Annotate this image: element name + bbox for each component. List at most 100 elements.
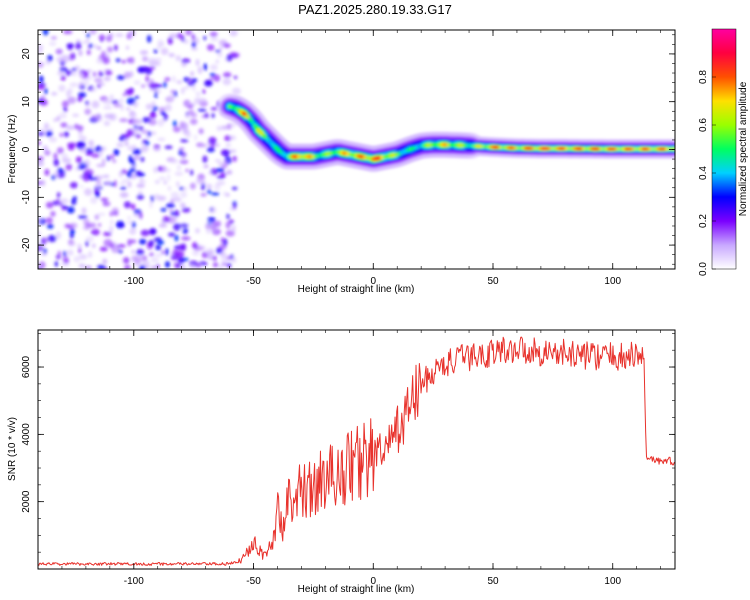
noise-blob: [75, 125, 84, 131]
noise-blob: [38, 141, 42, 145]
noise-blob: [96, 180, 102, 184]
noise-blob: [164, 103, 172, 112]
noise-blob: [141, 129, 149, 134]
noise-blob: [136, 183, 145, 188]
noise-blob: [116, 75, 126, 80]
noise-blob: [81, 207, 87, 215]
noise-blob: [119, 136, 124, 142]
noise-blob: [56, 115, 61, 122]
noise-blob: [133, 103, 138, 108]
noise-blob: [111, 207, 119, 213]
noise-blob: [38, 216, 42, 224]
noise-blob: [181, 58, 191, 64]
noise-blob: [185, 168, 189, 173]
noise-blob: [155, 244, 162, 251]
noise-blob: [202, 155, 208, 163]
noise-blob: [69, 222, 78, 229]
top-y-axis-label: Frequency (Hz): [7, 115, 18, 184]
noise-blob: [45, 130, 53, 138]
noise-blob: [223, 71, 232, 78]
noise-blob: [77, 92, 87, 98]
noise-blob: [149, 111, 157, 120]
noise-blob: [157, 240, 165, 245]
noise-blob: [165, 248, 169, 256]
noise-blob: [69, 53, 73, 61]
noise-blob: [106, 46, 114, 53]
noise-blob: [139, 179, 147, 184]
noise-blob: [167, 185, 172, 192]
noise-blob: [84, 108, 92, 115]
noise-blob: [232, 87, 241, 95]
noise-blob: [82, 174, 90, 182]
noise-blob: [106, 155, 110, 162]
noise-blob: [153, 57, 163, 61]
noise-blob: [50, 211, 56, 217]
noise-blob: [139, 238, 147, 245]
noise-blob: [206, 183, 212, 190]
noise-blob: [47, 235, 57, 243]
noise-blob: [213, 74, 221, 82]
noise-blob: [125, 45, 129, 50]
noise-blob: [167, 94, 175, 102]
noise-blob: [150, 257, 159, 263]
noise-blob: [231, 256, 237, 264]
y-tick-label: -20: [21, 237, 32, 252]
noise-blob: [181, 154, 185, 163]
noise-blob: [226, 193, 230, 197]
noise-blob: [185, 101, 193, 106]
noise-blob: [38, 44, 44, 52]
noise-blob: [232, 202, 237, 211]
noise-blob: [205, 221, 213, 226]
noise-blob: [168, 53, 175, 58]
noise-blob: [190, 112, 198, 118]
noise-blob: [142, 56, 149, 62]
noise-blob: [53, 118, 57, 122]
bottom-x-axis: -100 -50 0 50 100: [37, 330, 661, 587]
figure-title: PAZ1.2025.280.19.33.G17: [298, 2, 452, 17]
noise-blob: [79, 147, 88, 153]
noise-blob: [211, 113, 215, 119]
noise-blob: [115, 220, 125, 229]
noise-blob: [44, 88, 48, 95]
noise-blob: [131, 127, 140, 133]
noise-blob: [185, 30, 193, 36]
noise-blob: [160, 110, 166, 116]
noise-blob: [77, 129, 83, 137]
noise-blob: [214, 158, 221, 163]
noise-blob: [69, 181, 78, 189]
noise-blob: [86, 50, 91, 55]
noise-blob: [53, 158, 60, 167]
noise-blob: [232, 155, 237, 162]
noise-blob: [160, 47, 169, 56]
noise-blob: [210, 107, 218, 111]
noise-blob: [179, 223, 189, 227]
x-tick-label: 0: [370, 576, 376, 587]
noise-blob: [167, 36, 173, 45]
noise-blob: [55, 231, 62, 240]
x-tick-label: 100: [604, 276, 621, 287]
colorbar-tick-label: 0.8: [698, 70, 709, 84]
noise-blob: [129, 227, 137, 235]
noise-blob: [124, 89, 134, 96]
noise-blob: [147, 131, 152, 137]
noise-blob: [179, 146, 185, 152]
noise-blob: [46, 223, 54, 229]
noise-blob: [95, 190, 100, 199]
noise-blob: [85, 151, 93, 156]
noise-blob: [133, 80, 141, 85]
noise-blob: [71, 72, 77, 77]
noise-blob: [124, 141, 129, 147]
noise-blob: [170, 211, 175, 216]
noise-blob: [148, 239, 155, 247]
noise-blob: [113, 148, 120, 156]
noise-blob: [175, 251, 185, 258]
noise-blob: [66, 249, 74, 256]
noise-blob: [184, 112, 191, 119]
noise-blob: [204, 79, 213, 87]
noise-blob: [138, 264, 146, 269]
noise-blob: [176, 80, 183, 85]
noise-blob: [132, 144, 137, 148]
noise-blob: [174, 171, 184, 176]
noise-blob: [229, 206, 234, 211]
